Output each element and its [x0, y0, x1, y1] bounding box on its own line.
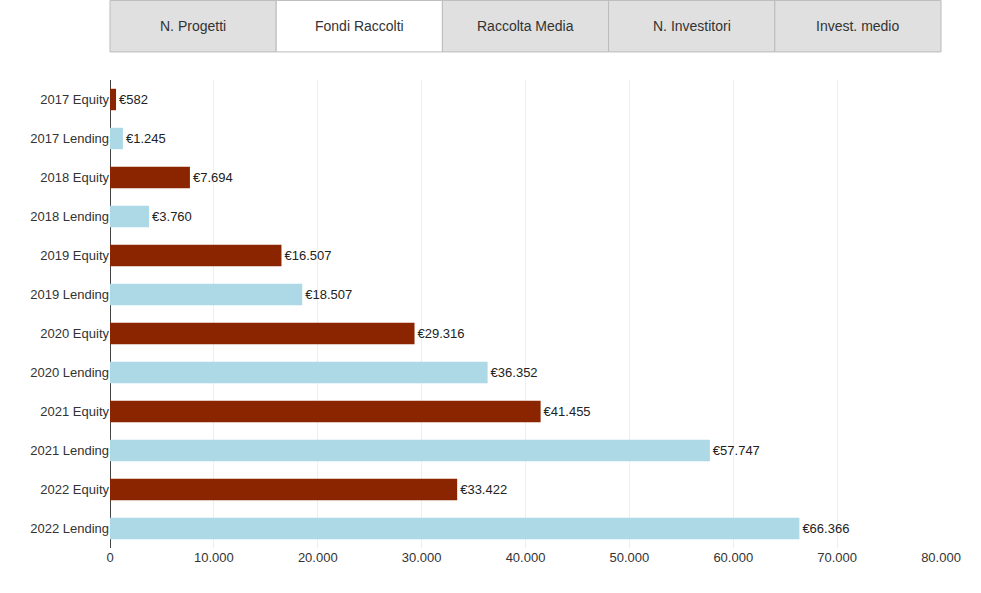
svg-text:2020 Equity: 2020 Equity — [40, 326, 109, 341]
svg-text:40.000: 40.000 — [506, 550, 546, 565]
svg-text:2021 Lending: 2021 Lending — [30, 443, 109, 458]
svg-text:€57.747: €57.747 — [713, 443, 760, 458]
svg-text:Invest. medio: Invest. medio — [816, 18, 899, 34]
svg-text:50.000: 50.000 — [609, 550, 649, 565]
svg-text:€582: €582 — [119, 92, 148, 107]
svg-text:2018 Equity: 2018 Equity — [40, 170, 109, 185]
svg-text:2021 Equity: 2021 Equity — [40, 404, 109, 419]
svg-text:Raccolta Media: Raccolta Media — [477, 18, 574, 34]
svg-text:2022 Equity: 2022 Equity — [40, 482, 109, 497]
svg-text:€7.694: €7.694 — [193, 170, 233, 185]
svg-text:60.000: 60.000 — [713, 550, 753, 565]
svg-text:0: 0 — [106, 550, 113, 565]
svg-text:€16.507: €16.507 — [284, 248, 331, 263]
svg-text:30.000: 30.000 — [402, 550, 442, 565]
svg-text:2017 Lending: 2017 Lending — [30, 131, 109, 146]
svg-text:2020 Lending: 2020 Lending — [30, 365, 109, 380]
svg-text:€29.316: €29.316 — [418, 326, 465, 341]
svg-text:€66.366: €66.366 — [802, 521, 849, 536]
svg-text:€18.507: €18.507 — [305, 287, 352, 302]
svg-text:80.000: 80.000 — [921, 550, 961, 565]
svg-text:2017 Equity: 2017 Equity — [40, 92, 109, 107]
svg-text:2018 Lending: 2018 Lending — [30, 209, 109, 224]
svg-text:2019 Lending: 2019 Lending — [30, 287, 109, 302]
svg-text:70.000: 70.000 — [817, 550, 857, 565]
svg-text:20.000: 20.000 — [298, 550, 338, 565]
svg-text:Fondi Raccolti: Fondi Raccolti — [315, 18, 404, 34]
svg-text:N. Investitori: N. Investitori — [653, 18, 731, 34]
svg-text:€3.760: €3.760 — [152, 209, 192, 224]
svg-text:2022 Lending: 2022 Lending — [30, 521, 109, 536]
svg-text:N. Progetti: N. Progetti — [160, 18, 226, 34]
svg-text:€41.455: €41.455 — [544, 404, 591, 419]
svg-text:€36.352: €36.352 — [491, 365, 538, 380]
svg-text:€1.245: €1.245 — [126, 131, 166, 146]
svg-text:€33.422: €33.422 — [460, 482, 507, 497]
svg-text:2019 Equity: 2019 Equity — [40, 248, 109, 263]
svg-text:10.000: 10.000 — [194, 550, 234, 565]
